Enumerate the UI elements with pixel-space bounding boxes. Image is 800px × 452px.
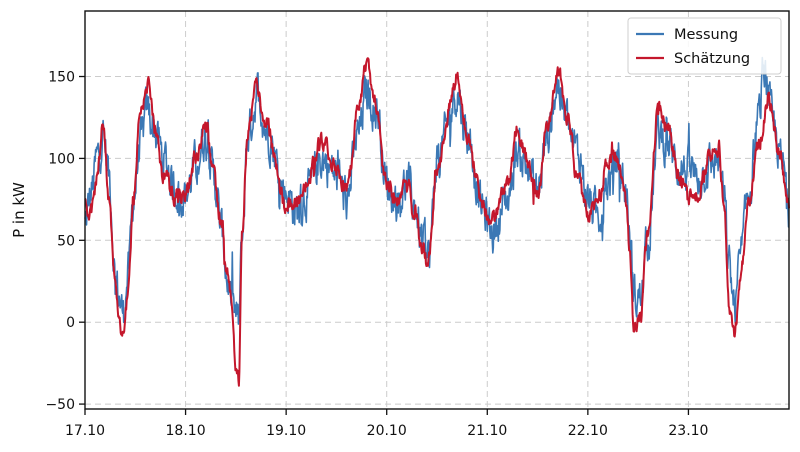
y-axis-title: P in kW xyxy=(10,182,28,238)
legend-label: Messung xyxy=(674,27,738,43)
x-tick-label: 23.10 xyxy=(668,423,708,439)
x-tick-label: 22.10 xyxy=(568,423,608,439)
y-tick-label: 50 xyxy=(57,233,75,249)
x-tick-label: 21.10 xyxy=(467,423,507,439)
legend: Messung Schätzung xyxy=(627,17,782,75)
series-line-schaetzung xyxy=(84,57,790,387)
plot-frame xyxy=(84,10,790,410)
y-tick-label: −50 xyxy=(45,397,75,413)
y-tick-label: 100 xyxy=(48,151,75,167)
legend-box xyxy=(627,17,782,75)
legend-label: Schätzung xyxy=(674,51,750,67)
x-tick-label: 18.10 xyxy=(166,423,206,439)
y-tick-label: 150 xyxy=(48,70,75,86)
x-tick-label: 20.10 xyxy=(367,423,407,439)
axes: −50 0 50 100 150 17.10 18.10 19.10 20.10 21.10 22.… xyxy=(45,70,708,439)
series-layer xyxy=(84,56,790,387)
x-tick-label: 17.10 xyxy=(65,423,105,439)
y-tick-label: 0 xyxy=(66,315,75,331)
x-tick-label: 19.10 xyxy=(266,423,306,439)
